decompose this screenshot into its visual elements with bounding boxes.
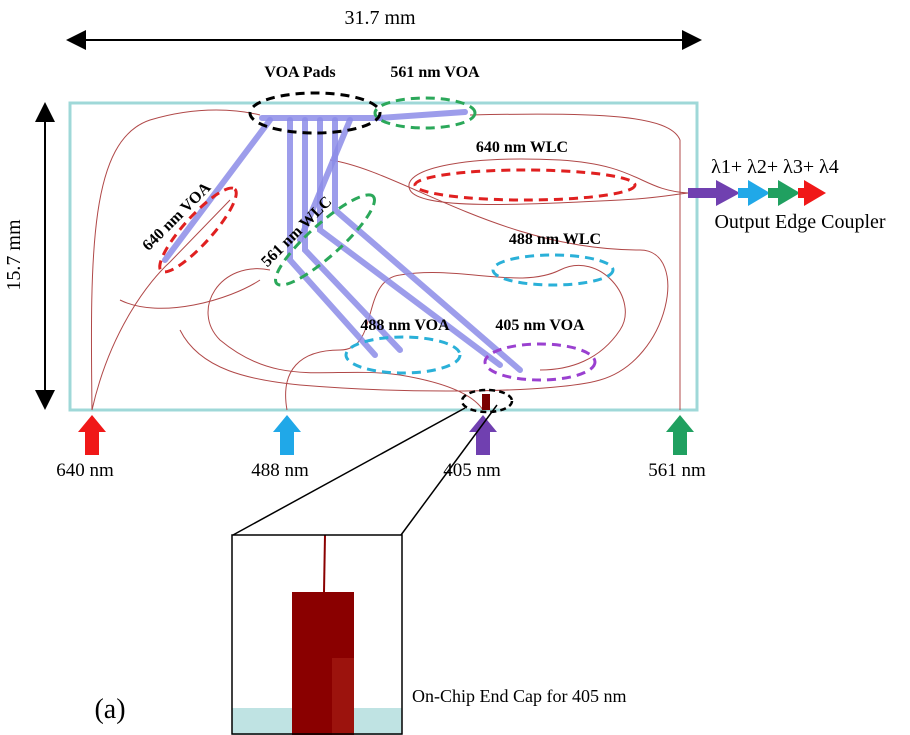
region-label: VOA Pads	[264, 64, 335, 81]
input-label: 561 nm	[648, 460, 706, 481]
voa-pads-region	[250, 93, 380, 133]
region-label: 561 nm VOA	[390, 64, 480, 81]
electrode-bus	[165, 112, 520, 370]
output-arrows	[688, 180, 826, 206]
region-label: 488 nm VOA	[360, 317, 450, 334]
voa-405-region	[485, 344, 595, 380]
inset-label: On-Chip End Cap for 405 nm	[412, 686, 626, 706]
wlc-488-region	[493, 255, 613, 285]
region-label: 640 nm WLC	[476, 139, 568, 156]
inset-end-cap-detail	[332, 658, 354, 735]
panel-label: (a)	[94, 694, 125, 725]
region-label: 405 nm VOA	[495, 317, 585, 334]
height-label: 15.7 mm	[3, 219, 25, 291]
figure: 31.7 mm 15.7 mm VOA Pads 561 nm VOA 640 …	[0, 0, 910, 735]
wlc-640-region	[415, 170, 635, 200]
region-label: 488 nm WLC	[509, 231, 601, 248]
input-label: 405 nm	[443, 460, 501, 481]
width-label: 31.7 mm	[344, 7, 416, 29]
input-label: 488 nm	[251, 460, 309, 481]
output-label: Output Edge Coupler	[714, 211, 885, 233]
input-arrows	[78, 415, 694, 455]
output-wavelengths: λ1+ λ2+ λ3+ λ4	[711, 156, 839, 178]
input-label: 640 nm	[56, 460, 114, 481]
inset-waveguide	[324, 535, 325, 592]
end-cap	[482, 394, 490, 410]
